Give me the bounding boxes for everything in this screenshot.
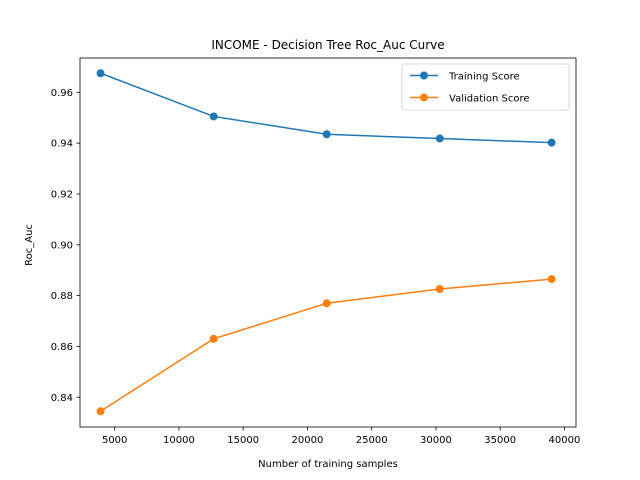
y-tick-label: 0.96 [51,88,73,99]
y-axis: 0.84 0.86 0.88 0.90 0.92 0.94 0.96 [51,88,80,404]
legend-entry-label: Validation Score [449,94,530,105]
series-1-point [322,299,331,308]
series-0-point [209,112,218,121]
legend: Training Score Validation Score [401,63,570,111]
x-tick-label: 25000 [356,435,388,446]
x-tick-label: 5000 [102,435,127,446]
y-axis-label: Roc_Auc [24,224,35,266]
series-layer [96,69,556,416]
x-axis: 5000 10000 15000 20000 25000 30000 35000 40000 [102,427,580,446]
x-tick-label: 10000 [163,435,195,446]
plot-frame [79,57,577,428]
chart-title: INCOME - Decision Tree Roc_Auc Curve [211,38,444,52]
y-tick-label: 0.94 [51,139,73,150]
x-tick-label: 20000 [292,435,324,446]
y-tick-label: 0.90 [51,240,73,251]
series-1-point [209,334,218,343]
series-0-point [322,130,331,139]
legend-entry-label: Training Score [448,72,520,83]
x-axis-label: Number of training samples [258,459,398,470]
series-1-point [547,275,556,284]
series-1-point [435,285,444,294]
y-tick-label: 0.84 [51,393,73,404]
series-1-point [96,407,105,416]
x-tick-label: 40000 [549,435,581,446]
legend-swatch-marker [420,71,428,80]
y-tick-label: 0.88 [51,291,73,302]
x-tick-label: 15000 [227,435,259,446]
plot-area [79,57,577,428]
x-tick-label: 30000 [420,435,452,446]
series-0-point [435,134,444,143]
legend-box [401,63,570,111]
x-tick-label: 35000 [484,435,516,446]
y-tick-label: 0.86 [51,342,73,353]
y-tick-label: 0.92 [51,189,73,200]
series-0-point [96,69,105,78]
legend-swatch-marker [420,93,428,102]
series-0-point [547,138,556,147]
